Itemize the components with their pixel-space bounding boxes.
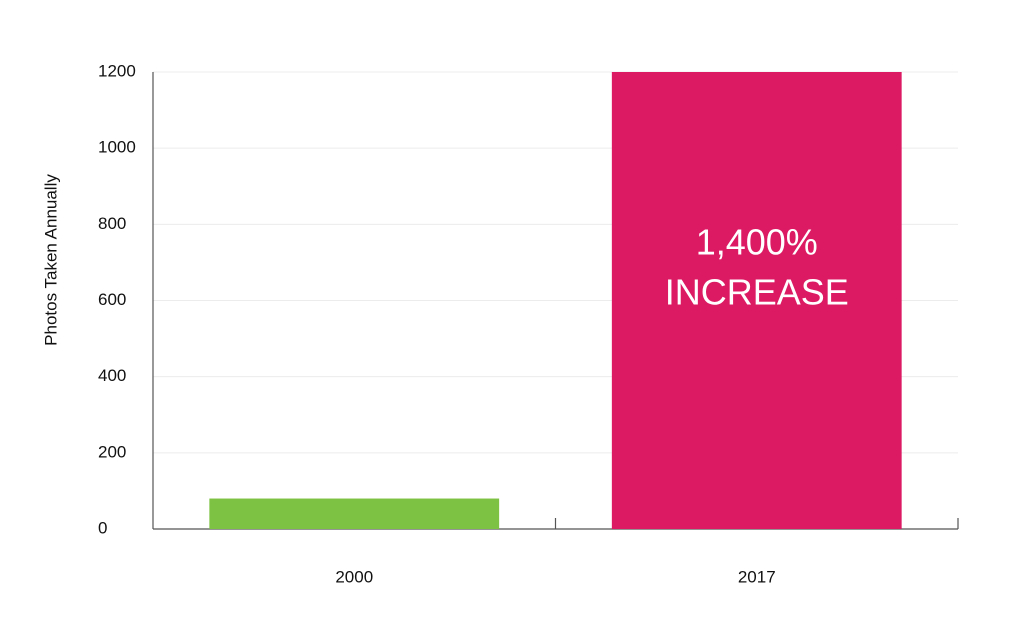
x-tick-label: 2017 [738, 567, 776, 586]
y-tick-label: 600 [98, 290, 126, 309]
y-tick-label: 0 [98, 518, 107, 537]
y-tick-label: 200 [98, 442, 126, 461]
annotation: 1,400% [696, 222, 818, 263]
y-axis-label: Photos Taken Annually [41, 174, 60, 346]
y-tick-label: 1200 [98, 61, 136, 80]
annotation: INCREASE [665, 272, 849, 313]
y-tick-label: 800 [98, 214, 126, 233]
y-tick-label: 1000 [98, 138, 136, 157]
x-tick-label: 2000 [335, 567, 373, 586]
bar [611, 72, 902, 529]
y-tick-label: 400 [98, 366, 126, 385]
bar [209, 498, 500, 529]
